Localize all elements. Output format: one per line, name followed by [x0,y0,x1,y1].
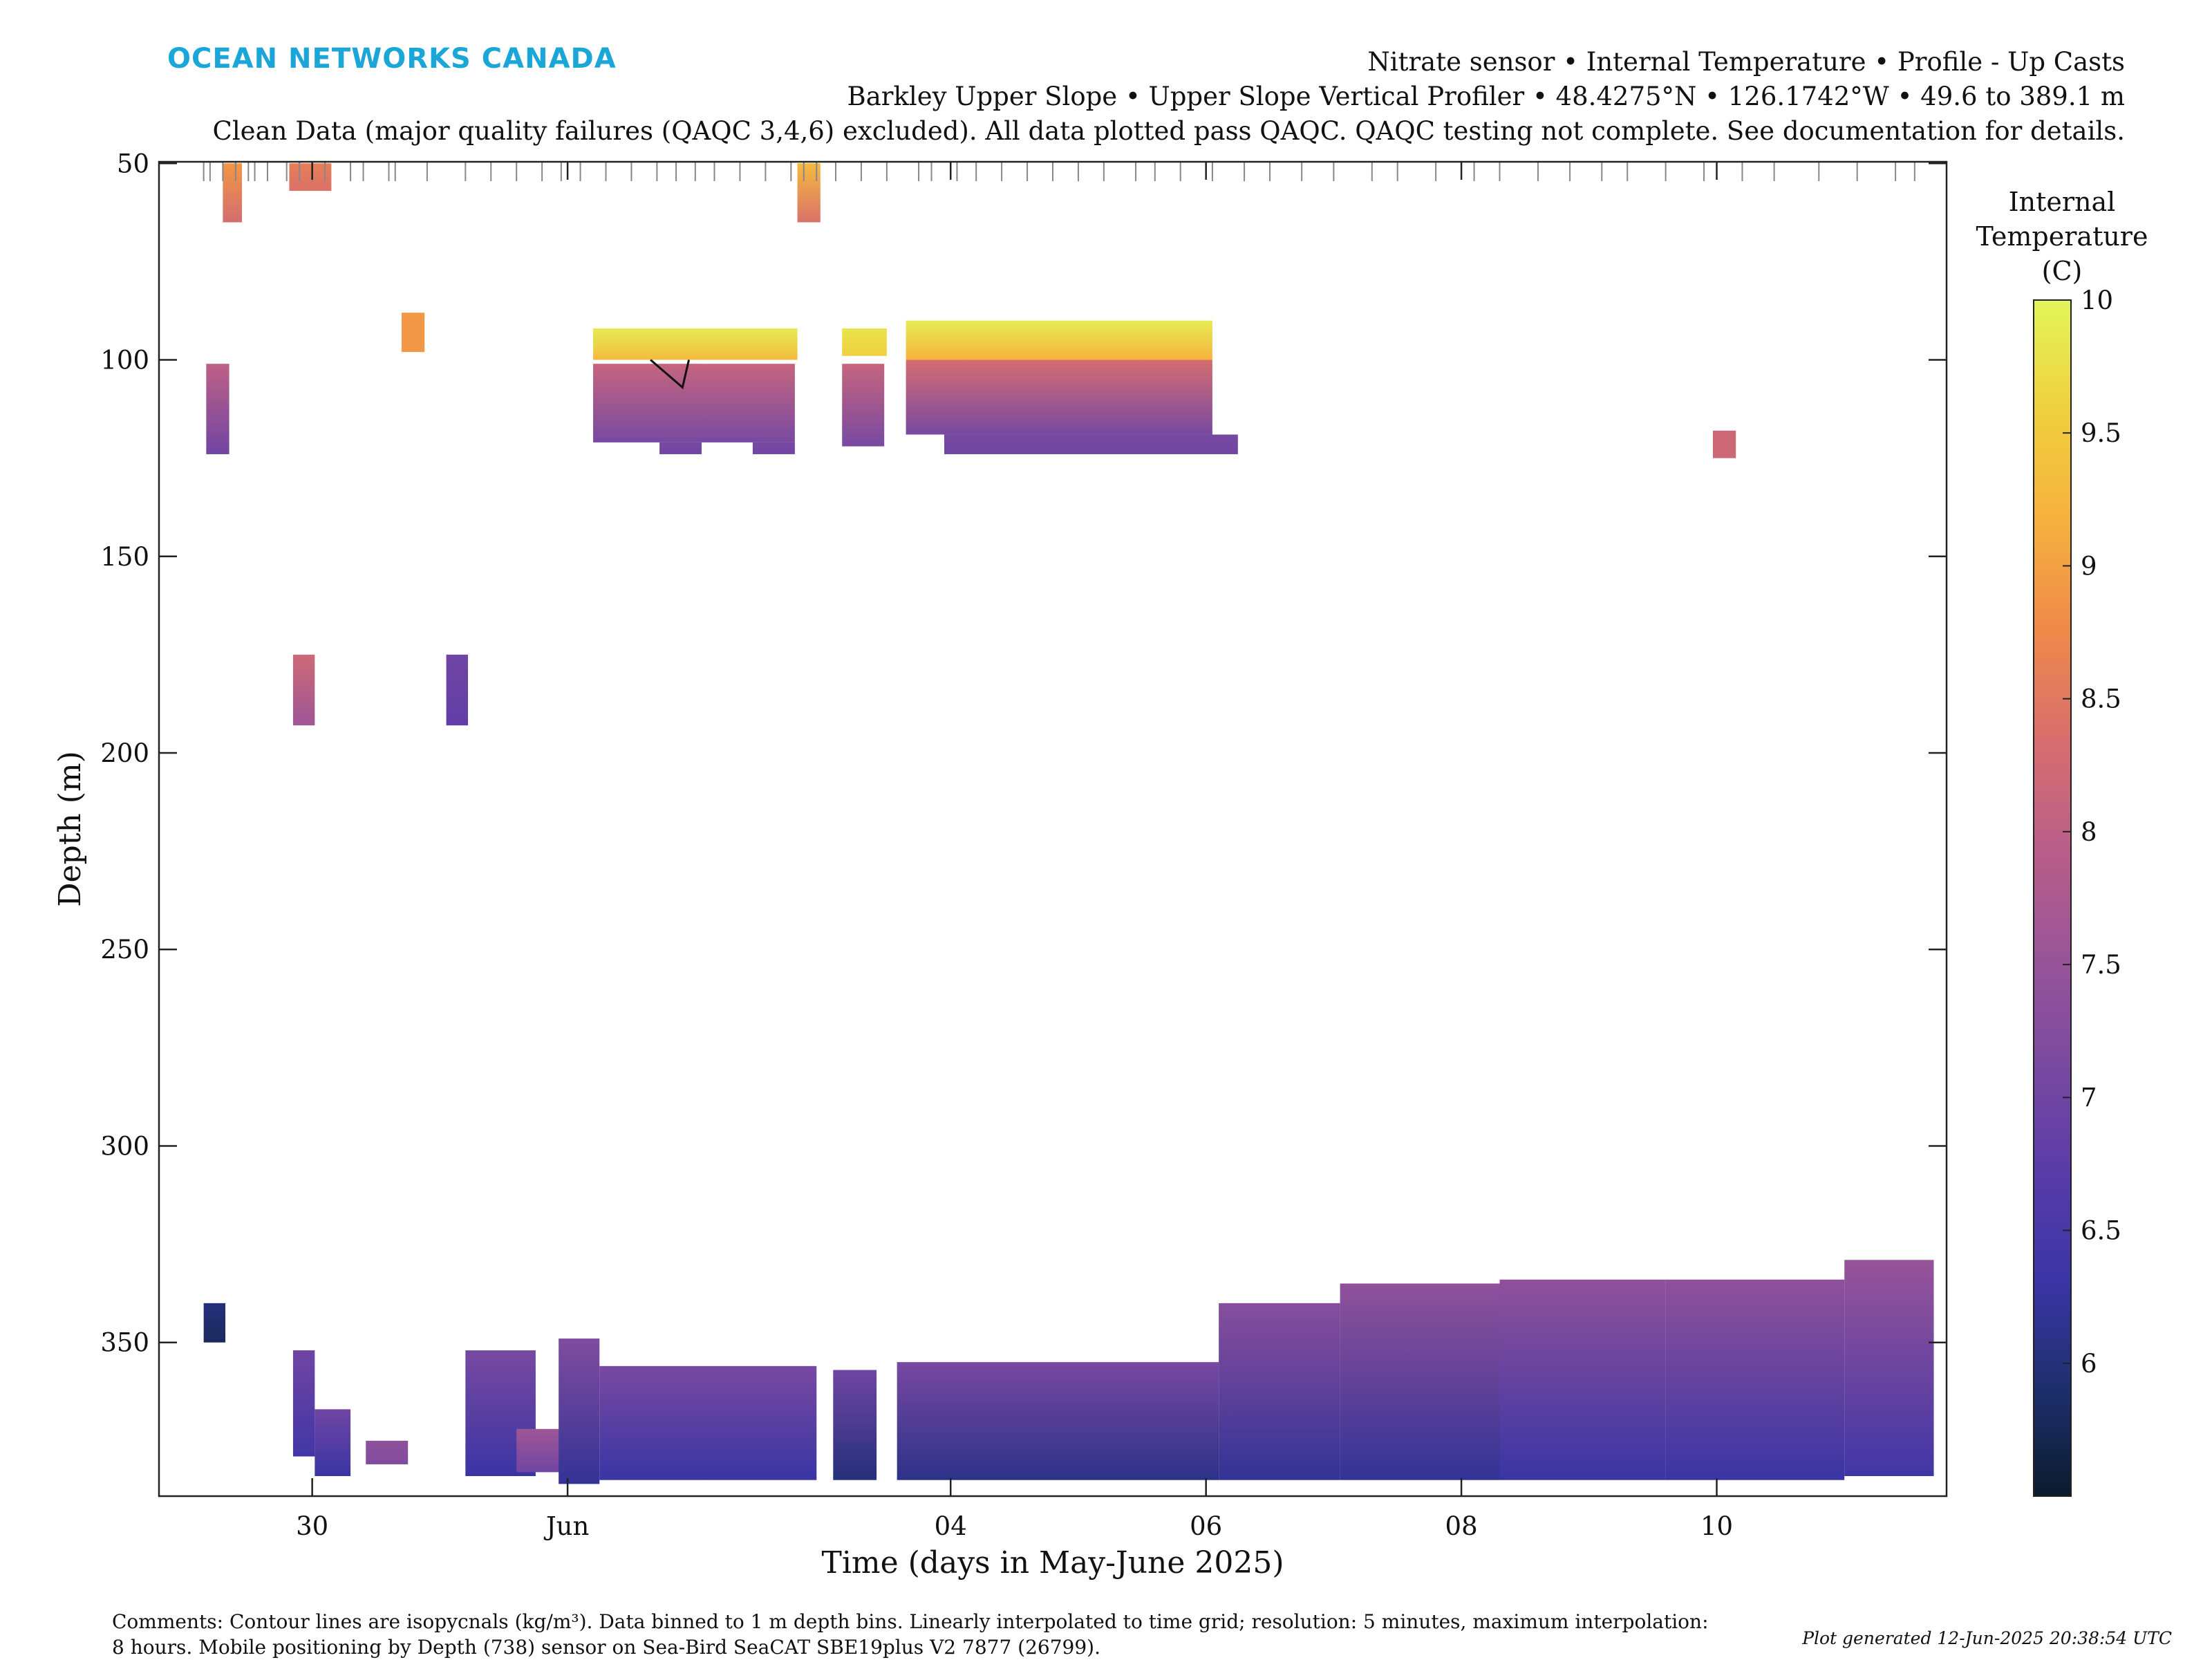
cast-tick-layer [203,162,1915,181]
heatmap-block [752,442,795,454]
chart-header-line3: Clean Data (major quality failures (QAQC… [212,116,2125,146]
colorbar-title-line3: (C) [2042,256,2083,286]
heatmap-block [366,1440,409,1464]
x-tick-label: 04 [935,1511,967,1541]
heatmap-block [1712,430,1736,458]
chart-header-line2: Barkley Upper Slope • Upper Slope Vertic… [847,82,2125,111]
colorbar-tick-label: 7.5 [2081,950,2121,980]
heatmap-block [659,442,702,454]
isopycnal-layer [650,359,691,390]
plot-frame [158,160,1948,1498]
isopycnal-line [650,359,691,390]
x-tick-label: 08 [1445,1511,1478,1541]
axes-layer: 30 Jun 04 06 08 10 50 100 150 200 250 300 350 [100,149,1947,1541]
heatmap-block [1844,1260,1934,1477]
colorbar-tick-label: 6.5 [2081,1216,2121,1246]
heatmap-block [559,1339,600,1484]
heatmap-block [516,1428,561,1473]
heatmap-block [906,360,1212,435]
heatmap-block [203,1303,226,1343]
y-tick-label: 300 [100,1131,149,1161]
colorbar-tick-label: 10 [2081,286,2113,315]
colorbar-tick-label: 7 [2081,1083,2097,1112]
heatmap-block [906,320,1212,360]
heatmap-block [1499,1279,1666,1480]
colorbar-tick-label: 9.5 [2081,418,2121,448]
colorbar-title: Internal Temperature (C) [1976,187,2148,286]
heatmap-layer [203,163,1934,1484]
x-tick-label: 30 [296,1511,328,1541]
y-tick-label: 250 [100,935,149,964]
colorbar-ticks: 6 6.5 7 7.5 8 8.5 9 9.5 10 [2063,286,2121,1379]
heatmap-block [401,313,425,353]
y-tick-label: 150 [100,542,149,572]
heatmap-block [292,1350,315,1457]
logo: OCEAN NETWORKS CANADA [167,43,617,75]
heatmap-block [833,1370,877,1480]
x-tick-label: 06 [1190,1511,1222,1541]
y-tick-label: 350 [100,1328,149,1358]
x-tick-label: 10 [1700,1511,1733,1541]
plot-generated-timestamp: Plot generated 12-Jun-2025 20:38:54 UTC [1802,1628,2172,1648]
heatmap-block [292,654,315,726]
x-axis-label: Time (days in May-June 2025) [821,1545,1284,1580]
heatmap-block [223,163,243,223]
y-tick-label: 100 [100,346,149,375]
colorbar-title-line1: Internal [2009,187,2116,217]
x-tick-label: Jun [543,1511,590,1541]
heatmap-block [206,364,229,454]
heatmap-block [944,434,1238,454]
y-tick-label: 50 [117,149,149,178]
colorbar-tick-label: 6 [2081,1349,2097,1379]
heatmap-block [1340,1283,1500,1480]
heatmap-block [599,1365,817,1480]
colorbar-tick-label: 8 [2081,817,2097,847]
chart: 30 Jun 04 06 08 10 50 100 150 200 250 300 350 Time (… [53,149,2148,1580]
footer-comments: Comments: Contour lines are isopycnals (… [112,1610,1709,1659]
heatmap-block [1665,1279,1845,1480]
heatmap-block [315,1409,351,1477]
y-tick-label: 200 [100,738,149,768]
chart-header-line1: Nitrate sensor • Internal Temperature • … [1367,47,2125,77]
heatmap-block [593,328,798,360]
heatmap-block [446,654,469,726]
colorbar-title-line2: Temperature [1976,221,2148,252]
heatmap-block [593,364,795,442]
colorbar-tick-label: 9 [2081,551,2097,581]
heatmap-block [1219,1303,1340,1480]
heatmap-block [842,328,887,356]
heatmap-block [842,364,885,447]
colorbar [2033,299,2072,1497]
y-axis-label: Depth (m) [53,751,88,907]
colorbar-tick-label: 8.5 [2081,684,2121,714]
heatmap-block [897,1362,1219,1480]
